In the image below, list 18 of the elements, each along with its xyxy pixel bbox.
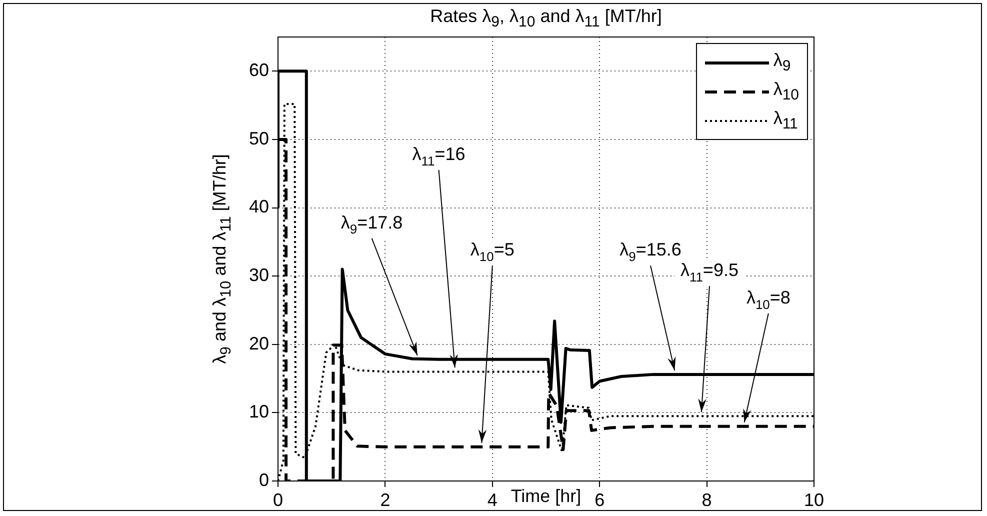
- x-tick-label: 2: [380, 490, 390, 510]
- y-tick-label: 10: [248, 402, 269, 422]
- legend-label: λ$_{11}$: [773, 108, 798, 133]
- x-tick-label: 4: [487, 490, 498, 510]
- y-tick-label: 0: [258, 470, 269, 490]
- x-tick-label: 10: [804, 490, 824, 510]
- legend-label: λ$_{9}$: [773, 50, 791, 75]
- x-tick-label: 6: [594, 490, 605, 510]
- legend-label: λ$_{10}$: [773, 79, 799, 104]
- y-tick-label: 50: [248, 128, 269, 148]
- x-tick-label: 0: [272, 490, 284, 510]
- y-tick-label: 30: [248, 265, 269, 286]
- y-tick-label: 60: [248, 60, 269, 80]
- x-tick-label: 8: [702, 490, 712, 510]
- y-tick-label: 20: [248, 333, 269, 354]
- chart-title: Rates λ$_{9}$, λ$_{10}$ and λ$_{11}$ [MT/hr]: [429, 6, 663, 31]
- y-tick-label: 40: [248, 196, 269, 217]
- x-axis-title: Time [hr]: [510, 486, 582, 506]
